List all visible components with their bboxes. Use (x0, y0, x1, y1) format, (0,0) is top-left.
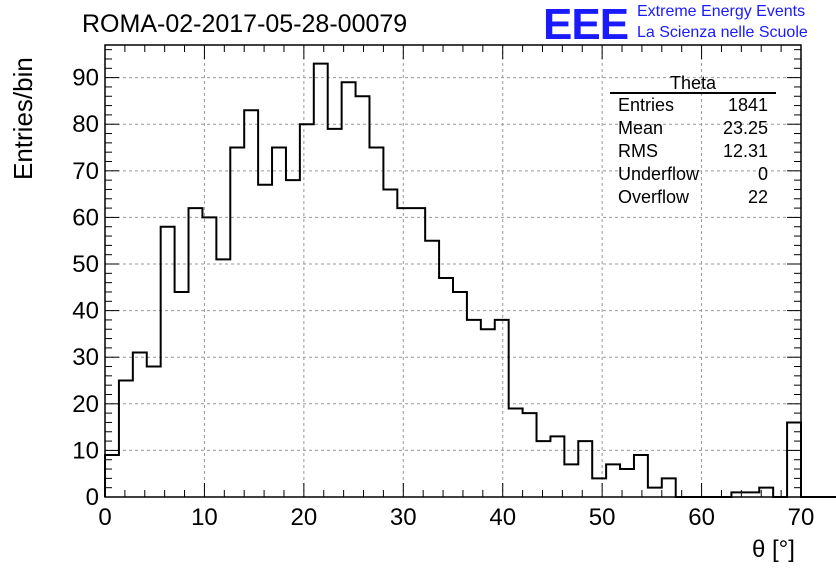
stats-value: 22 (747, 187, 768, 207)
histogram-bin (300, 124, 314, 497)
stats-label: Overflow (618, 187, 690, 207)
histogram-bin (439, 278, 453, 497)
histogram-bin (272, 148, 286, 497)
histogram-bin (495, 320, 509, 497)
histogram-bin (133, 353, 147, 497)
histogram-bin (662, 478, 676, 497)
stats-title: Theta (610, 74, 776, 94)
histogram-bars (104, 62, 836, 498)
x-tick-label: 70 (788, 504, 815, 531)
stats-label: Underflow (618, 164, 700, 184)
histogram-bin (314, 64, 328, 497)
histogram-bin (592, 478, 606, 497)
histogram-bin (523, 413, 537, 497)
histogram-bin (161, 227, 175, 497)
stats-label: RMS (618, 141, 658, 161)
x-axis-label: θ [°] (752, 536, 795, 563)
histogram-bin (369, 148, 383, 497)
y-tick-label: 70 (72, 158, 99, 185)
histogram-bin (411, 208, 425, 497)
histogram-bin (383, 189, 397, 497)
histogram-bin (634, 455, 648, 497)
histogram-bin (564, 464, 578, 497)
x-tick-label: 20 (291, 504, 318, 531)
histogram-bin (606, 464, 620, 497)
stats-box: Theta Entries 1841 Mean 23.25 RMS 12.31 … (610, 74, 776, 209)
stats-row: Overflow 22 (610, 186, 776, 209)
stats-row: RMS 12.31 (610, 140, 776, 163)
stats-label: Entries (618, 95, 675, 115)
stats-row: Underflow 0 (610, 163, 776, 186)
y-tick-label: 40 (72, 298, 99, 325)
histogram-bin (425, 241, 439, 497)
axis-ticks (104, 45, 802, 498)
histogram-bin (397, 208, 411, 497)
histogram-bin (648, 488, 662, 497)
y-tick-label: 0 (86, 484, 99, 511)
histogram-outline (104, 62, 836, 498)
histogram-bin (342, 82, 356, 497)
histogram-bin (578, 441, 592, 497)
plot-frame (104, 44, 802, 498)
y-tick-label: 20 (72, 391, 99, 418)
y-tick-label: 80 (72, 111, 99, 138)
histogram-bin (481, 329, 495, 497)
x-tick-label: 30 (390, 504, 417, 531)
stats-value: 0 (757, 164, 768, 184)
eee-logo: EEE (543, 0, 629, 49)
tick-labels: 0 10 20 30 40 50 60 70 0 10 20 30 40 50 60 70 80 90 (72, 65, 814, 531)
logo-line-1: Extreme Energy Events (637, 3, 806, 20)
x-tick-label: 0 (98, 504, 111, 531)
y-axis-label: Entries/bin (8, 57, 38, 180)
histogram-bin (550, 436, 564, 497)
run-title: ROMA-02-2017-05-28-00079 (82, 10, 408, 38)
y-tick-label: 50 (72, 251, 99, 278)
histogram-bin (244, 110, 258, 497)
histogram-bin (537, 441, 551, 497)
y-tick-label: 30 (72, 344, 99, 371)
x-tick-label: 40 (489, 504, 516, 531)
histogram-bin (286, 180, 300, 497)
histogram-bin (147, 367, 161, 497)
histogram-bin (258, 185, 272, 497)
histogram-bin (467, 320, 481, 497)
stats-value: 23.25 (722, 118, 768, 138)
x-tick-label: 50 (589, 504, 616, 531)
grid-lines (105, 45, 801, 497)
histogram-bin (356, 96, 370, 497)
logo-line-2: La Scienza nelle Scuole (637, 24, 808, 41)
stats-row: Mean 23.25 (610, 117, 776, 140)
stats-row: Entries 1841 (610, 94, 776, 117)
y-tick-label: 90 (72, 65, 99, 92)
histogram-bin (453, 292, 467, 497)
histogram-bin (216, 259, 230, 497)
x-tick-label: 10 (191, 504, 218, 531)
histogram-bin (119, 381, 133, 497)
histogram-bin (175, 292, 189, 497)
histogram-bin (189, 208, 203, 497)
stats-label: Mean (618, 118, 664, 138)
histogram-bin (328, 129, 342, 497)
histogram-bin (230, 148, 244, 497)
stats-value: 1841 (727, 95, 768, 115)
x-tick-label: 60 (688, 504, 715, 531)
histogram-bin (202, 217, 216, 497)
stats-value: 12.31 (722, 141, 768, 161)
histogram-bin (105, 455, 119, 497)
histogram-bin (509, 408, 523, 497)
y-tick-label: 10 (72, 437, 99, 464)
y-tick-label: 60 (72, 204, 99, 231)
